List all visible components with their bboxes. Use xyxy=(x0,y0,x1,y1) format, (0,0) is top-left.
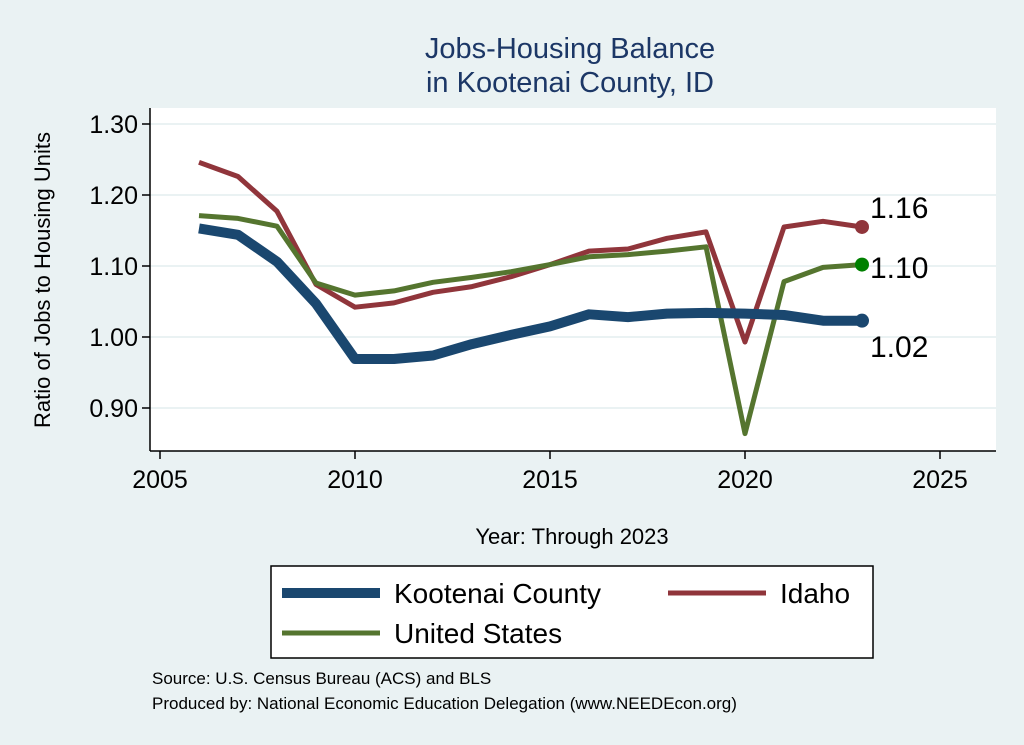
source-line-1: Source: U.S. Census Bureau (ACS) and BLS xyxy=(152,669,491,688)
end-label-idaho: 1.16 xyxy=(870,192,928,225)
y-tick-label: 1.30 xyxy=(89,111,138,139)
x-tick-label: 2010 xyxy=(327,466,383,494)
source-line-2: Produced by: National Economic Education… xyxy=(152,694,737,713)
y-axis-title: Ratio of Jobs to Housing Units xyxy=(30,132,55,428)
series-line-kootenai xyxy=(198,223,862,364)
end-label-united-states: 1.10 xyxy=(870,252,928,285)
y-tick-label: 1.10 xyxy=(89,253,138,281)
legend-label-idaho: Idaho xyxy=(780,578,850,609)
end-marker-kootenai xyxy=(855,313,869,328)
series-lines xyxy=(198,159,863,437)
y-tick-label: 0.90 xyxy=(89,395,138,423)
legend-label-united-states: United States xyxy=(394,618,562,649)
x-tick-label: 2020 xyxy=(717,466,773,494)
legend-label-kootenai: Kootenai County xyxy=(394,578,601,609)
x-tick-label: 2015 xyxy=(522,466,578,494)
y-tick-label: 1.20 xyxy=(89,182,138,210)
legend: Kootenai County Idaho United States xyxy=(270,565,874,659)
end-marker-idaho xyxy=(855,219,869,234)
end-marker-united-states xyxy=(855,257,869,272)
x-tick-label: 2005 xyxy=(132,466,188,494)
chart-title-line-2: in Kootenai County, ID xyxy=(426,67,714,99)
x-axis-title: Year: Through 2023 xyxy=(475,524,668,549)
chart-title-line-1: Jobs-Housing Balance xyxy=(425,33,715,65)
y-tick-label: 1.00 xyxy=(89,324,138,352)
end-label-kootenai: 1.02 xyxy=(870,331,928,364)
x-tick-label: 2025 xyxy=(912,466,968,494)
axes: 0.90 1.00 1.10 1.20 1.30 2005 2010 2015 2020 2025 xyxy=(89,108,996,494)
legend-box xyxy=(270,565,874,659)
series-line-united-states xyxy=(198,213,863,437)
end-markers xyxy=(855,219,869,328)
